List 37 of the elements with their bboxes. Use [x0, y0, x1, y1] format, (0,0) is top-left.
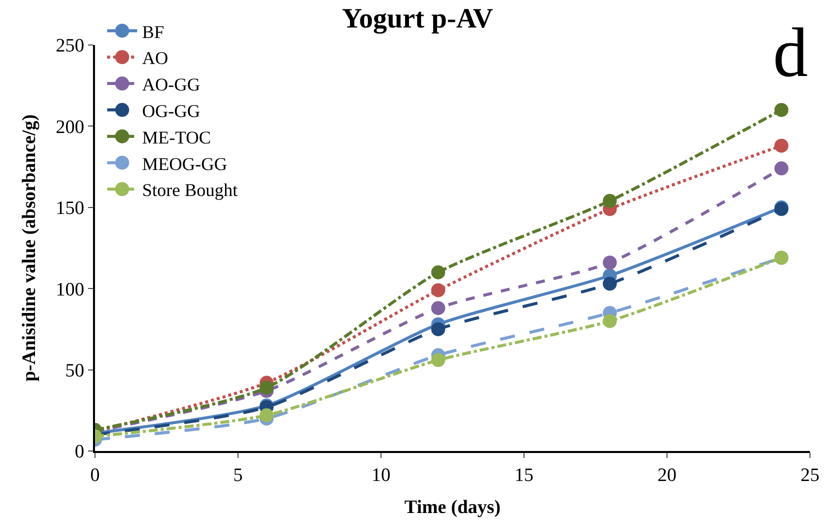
x-tick-label: 10 [372, 464, 390, 486]
point [774, 138, 788, 153]
legend-label: Store Bought [142, 180, 238, 200]
legend-label: BF [142, 22, 164, 42]
point [431, 301, 446, 316]
point [602, 276, 617, 291]
point [431, 322, 446, 336]
chart-title: Yogurt p-AV [342, 3, 494, 34]
y-tick-label: 0 [74, 442, 84, 463]
x-tick-label: 0 [90, 464, 100, 486]
point [774, 161, 788, 176]
x-tick-label: 20 [658, 464, 676, 486]
x-tick-label: 5 [233, 464, 243, 486]
y-tick-label: 50 [65, 360, 84, 382]
point [431, 283, 446, 298]
legend-label: MEOG-GG [142, 154, 228, 174]
point [602, 194, 617, 208]
point [602, 256, 617, 270]
point [431, 265, 446, 280]
point [774, 102, 788, 117]
legend-label: AO-GG [142, 74, 200, 95]
legend-label: AO [142, 48, 168, 68]
y-tick-label: 100 [56, 279, 84, 300]
point [260, 380, 274, 395]
y-tick-label: 150 [56, 198, 84, 220]
annotation: d [773, 15, 808, 92]
point [431, 353, 446, 368]
y-tick-label: 200 [56, 116, 84, 138]
x-axis-title: Time (days) [404, 497, 501, 518]
x-tick-label: 15 [514, 464, 534, 486]
y-tick-label: 250 [56, 36, 84, 57]
y-axis-title: p-Anisidine value (absorbance/g) [19, 114, 40, 382]
point [602, 314, 617, 328]
x-tick-label: 25 [800, 464, 820, 486]
legend-label: OG-GG [142, 100, 200, 121]
point [260, 408, 274, 422]
legend-label: ME-TOC [142, 127, 211, 148]
